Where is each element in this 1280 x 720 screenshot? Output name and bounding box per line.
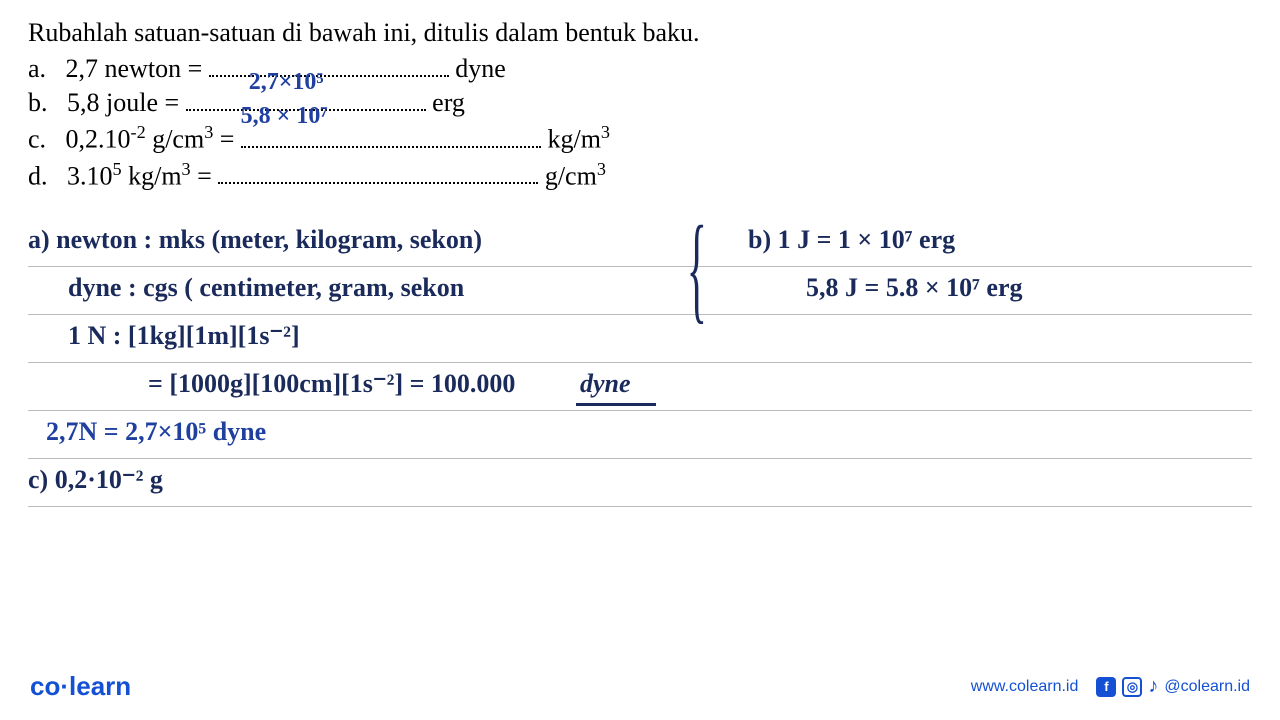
item-c-label: c.: [28, 125, 46, 154]
item-c-pre: 0,2.10: [66, 125, 131, 154]
item-d-label: d.: [28, 161, 48, 190]
item-d-post: kg/m: [122, 161, 182, 190]
work-line-4b: dyne: [580, 369, 631, 399]
question-item-c: c. 0,2.10-2 g/cm3 = kg/m3: [28, 122, 1252, 155]
item-c-unit-exp: 3: [601, 122, 610, 142]
item-c-unit: kg/m: [547, 125, 600, 154]
footer: co·learn www.colearn.id f ◎ ♪ @colearn.i…: [0, 671, 1280, 702]
item-a-blank: 2,7×10⁵: [209, 75, 449, 77]
work-area: a) newton : mks (meter, kilogram, sekon)…: [28, 219, 1252, 507]
work-line-2: dyne : cgs ( centimeter, gram, sekon: [68, 273, 464, 303]
swash-underline: [576, 403, 656, 406]
work-right-2: 5,8 J = 5.8 × 10⁷ erg: [806, 273, 1023, 303]
social-icons: f ◎ ♪ @colearn.id: [1096, 675, 1250, 698]
footer-handle: @colearn.id: [1164, 678, 1250, 696]
item-d-unit-exp: 3: [597, 159, 606, 179]
work-line-4: = [1000g][100cm][1s⁻²] = 100.000: [148, 369, 515, 399]
item-c-blank: [241, 146, 541, 148]
item-b-unit: erg: [432, 88, 465, 117]
footer-url: www.colearn.id: [971, 678, 1079, 696]
logo-dot-icon: ·: [60, 671, 69, 701]
brace-icon: {: [687, 199, 707, 337]
item-d-blank: [218, 182, 538, 184]
tiktok-icon: ♪: [1148, 675, 1158, 698]
brand-logo: co·learn: [30, 671, 131, 702]
logo-learn: learn: [69, 671, 131, 701]
item-a-unit: dyne: [455, 54, 506, 83]
item-d-unit: g/cm: [545, 161, 597, 190]
item-d-eq: =: [191, 161, 219, 190]
item-c-cube: 3: [204, 122, 213, 142]
item-b-blank: 5,8 × 10⁷: [186, 109, 426, 111]
work-line-1: a) newton : mks (meter, kilogram, sekon): [28, 225, 482, 255]
question-item-a: a. 2,7 newton = 2,7×10⁵ dyne: [28, 54, 1252, 84]
work-line-5: 2,7N = 2,7×10⁵ dyne: [46, 417, 266, 447]
facebook-icon: f: [1096, 677, 1116, 697]
item-c-eq: =: [213, 125, 241, 154]
item-b-lhs: 5,8 joule =: [67, 88, 179, 117]
footer-right: www.colearn.id f ◎ ♪ @colearn.id: [971, 675, 1250, 698]
logo-co: co: [30, 671, 60, 701]
work-line-3: 1 N : [1kg][1m][1s⁻²]: [68, 321, 300, 351]
item-a-label: a.: [28, 54, 46, 83]
lined-row: [28, 459, 1252, 507]
question-item-d: d. 3.105 kg/m3 = g/cm3: [28, 159, 1252, 192]
item-a-lhs: 2,7 newton =: [66, 54, 203, 83]
instagram-icon: ◎: [1122, 677, 1142, 697]
item-d-pre: 3.10: [67, 161, 113, 190]
item-d-exp: 5: [113, 159, 122, 179]
work-line-6: c) 0,2·10⁻² g: [28, 465, 163, 495]
item-c-post: g/cm: [146, 125, 205, 154]
item-c-exp: -2: [131, 122, 146, 142]
question-title: Rubahlah satuan-satuan di bawah ini, dit…: [28, 18, 1252, 48]
work-right-1: b) 1 J = 1 × 10⁷ erg: [748, 225, 955, 255]
question-item-b: b. 5,8 joule = 5,8 × 10⁷ erg: [28, 88, 1252, 118]
item-b-label: b.: [28, 88, 48, 117]
item-d-cube: 3: [182, 159, 191, 179]
